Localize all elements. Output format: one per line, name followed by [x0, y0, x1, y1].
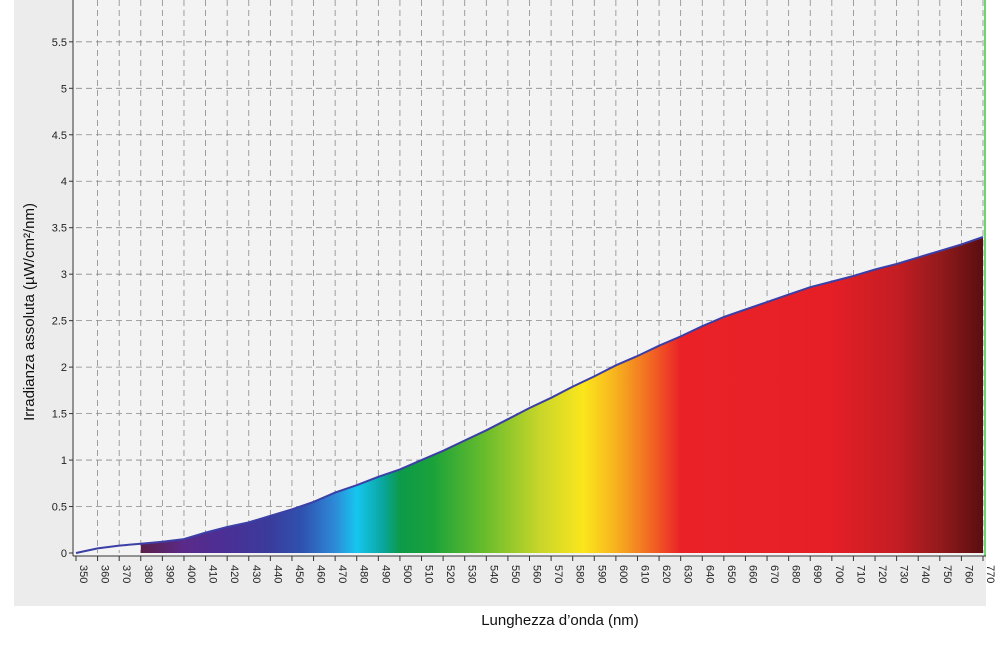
x-tick-label: 480 — [358, 565, 370, 583]
x-tick-label: 490 — [379, 565, 391, 583]
x-tick-label: 380 — [142, 565, 154, 583]
x-tick-label: 730 — [898, 565, 910, 583]
y-tick-label: 0.5 — [52, 502, 67, 514]
y-tick-label: 3 — [61, 269, 67, 281]
y-tick-label: 5.5 — [52, 37, 67, 49]
y-ticks: 0 0.5 1 1.5 2 2.5 3 3.5 4 4.5 5 5.5 — [52, 37, 73, 560]
x-tick-label: 520 — [444, 565, 456, 583]
x-tick-label: 600 — [617, 565, 629, 583]
y-tick-label: 4.5 — [52, 130, 67, 142]
x-tick-label: 440 — [271, 565, 283, 583]
irradiance-line — [75, 236, 984, 554]
x-axis-title: Lunghezza d’onda (nm) — [481, 612, 639, 629]
y-tick-label: 5 — [61, 83, 67, 95]
x-tick-label: 370 — [120, 565, 132, 583]
x-tick-label: 470 — [336, 565, 348, 583]
x-tick-label: 620 — [660, 565, 672, 583]
x-tick-label: 720 — [876, 565, 888, 583]
x-tick-label: 630 — [682, 565, 694, 583]
x-tick-label: 430 — [250, 565, 262, 583]
x-tick-label: 670 — [768, 565, 780, 583]
x-tick-label: 410 — [207, 565, 219, 583]
x-tick-label: 650 — [725, 565, 737, 583]
y-axis-title: Irradianza assoluta (µW/cm²/nm) — [21, 203, 38, 421]
x-tick-label: 690 — [811, 565, 823, 583]
x-tick-label: 740 — [919, 565, 931, 583]
x-tick-label: 540 — [487, 565, 499, 583]
x-tick-label: 590 — [595, 565, 607, 583]
x-tick-label: 530 — [466, 565, 478, 583]
x-tick-label: 750 — [941, 565, 953, 583]
x-tick-label: 460 — [315, 565, 327, 583]
y-tick-label: 1.5 — [52, 409, 67, 421]
x-tick-label: 550 — [509, 565, 521, 583]
y-tick-label: 3.5 — [52, 223, 67, 235]
y-tick-label: 2.5 — [52, 316, 67, 328]
x-tick-label: 360 — [99, 565, 111, 583]
x-tick-label: 640 — [703, 565, 715, 583]
x-tick-label: 610 — [638, 565, 650, 583]
x-tick-label: 710 — [854, 565, 866, 583]
x-tick-label: 770 — [984, 565, 996, 583]
x-tick-label: 390 — [163, 565, 175, 583]
x-tick-label: 510 — [423, 565, 435, 583]
x-tick-label: 760 — [962, 565, 974, 583]
y-tick-label: 1 — [61, 455, 67, 467]
y-tick-label: 2 — [61, 362, 67, 374]
x-tick-label: 400 — [185, 565, 197, 583]
y-tick-label: 4 — [61, 176, 67, 188]
spectrum-fill — [140, 237, 984, 553]
x-tick-label: 420 — [228, 565, 240, 583]
x-tick-label: 450 — [293, 565, 305, 583]
x-tick-label: 570 — [552, 565, 564, 583]
x-tick-label: 660 — [746, 565, 758, 583]
x-tick-label: 350 — [77, 565, 89, 583]
x-tick-label: 580 — [574, 565, 586, 583]
x-tick-label: 700 — [833, 565, 845, 583]
x-tick-label: 500 — [401, 565, 413, 583]
x-tick-label: 560 — [531, 565, 543, 583]
x-ticks: 350 360 370 380 390 400 410 420 430 440 450 460 470 4… — [75, 556, 996, 583]
y-tick-label: 0 — [61, 548, 67, 560]
x-tick-label: 680 — [790, 565, 802, 583]
